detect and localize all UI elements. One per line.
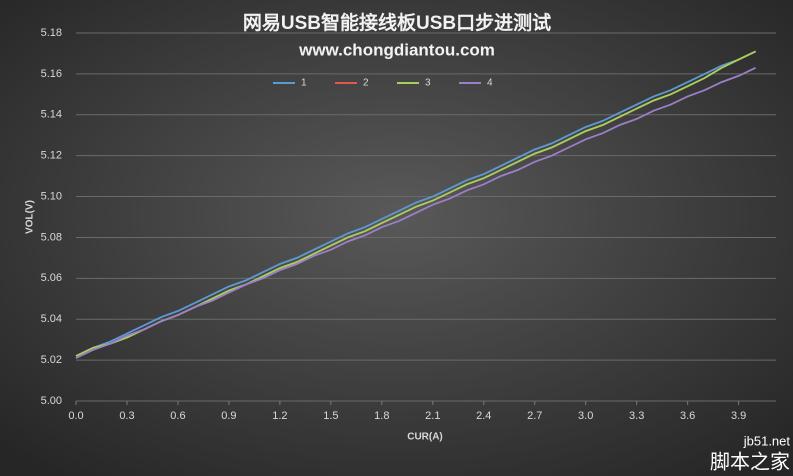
y-tick-label: 5.00 (41, 395, 62, 407)
legend-label: 4 (487, 78, 493, 89)
y-tick-label: 5.04 (41, 313, 62, 325)
series-line (75, 66, 756, 359)
series-line (75, 50, 756, 357)
legend-label: 3 (425, 78, 431, 89)
x-axis-label: CUR(A) (407, 432, 443, 443)
x-tick-label: 0.3 (119, 410, 134, 422)
x-tick-label: 0.0 (68, 410, 83, 422)
y-axis-label: VOL(V) (25, 200, 36, 234)
x-tick-label: 3.6 (680, 410, 695, 422)
watermark: 脚本之家 (710, 450, 790, 473)
y-tick-label: 5.08 (41, 231, 62, 243)
x-tick-label: 1.2 (272, 410, 287, 422)
watermark: jb51.net (743, 433, 791, 448)
y-tick-label: 5.14 (41, 109, 62, 121)
y-tick-label: 5.16 (41, 68, 62, 80)
x-tick-label: 2.4 (476, 410, 491, 422)
y-tick-label: 5.06 (41, 272, 62, 284)
x-tick-label: 0.9 (221, 410, 236, 422)
x-tick-label: 1.5 (323, 410, 338, 422)
x-tick-label: 3.9 (731, 410, 746, 422)
x-tick-label: 0.6 (170, 410, 185, 422)
chart-title: 网易USB智能接线板USB口步进测试 (243, 11, 551, 34)
chart-subtitle: www.chongdiantou.com (298, 40, 495, 59)
legend-label: 1 (301, 78, 307, 89)
y-tick-label: 5.02 (41, 354, 62, 366)
x-tick-label: 2.1 (425, 410, 440, 422)
y-tick-label: 5.18 (41, 27, 62, 39)
x-tick-label: 3.0 (578, 410, 593, 422)
x-tick-label: 1.8 (374, 410, 389, 422)
x-tick-label: 2.7 (527, 410, 542, 422)
legend-label: 2 (363, 78, 369, 89)
x-tick-label: 3.3 (629, 410, 644, 422)
y-tick-label: 5.12 (41, 150, 62, 162)
y-tick-label: 5.10 (41, 190, 62, 202)
